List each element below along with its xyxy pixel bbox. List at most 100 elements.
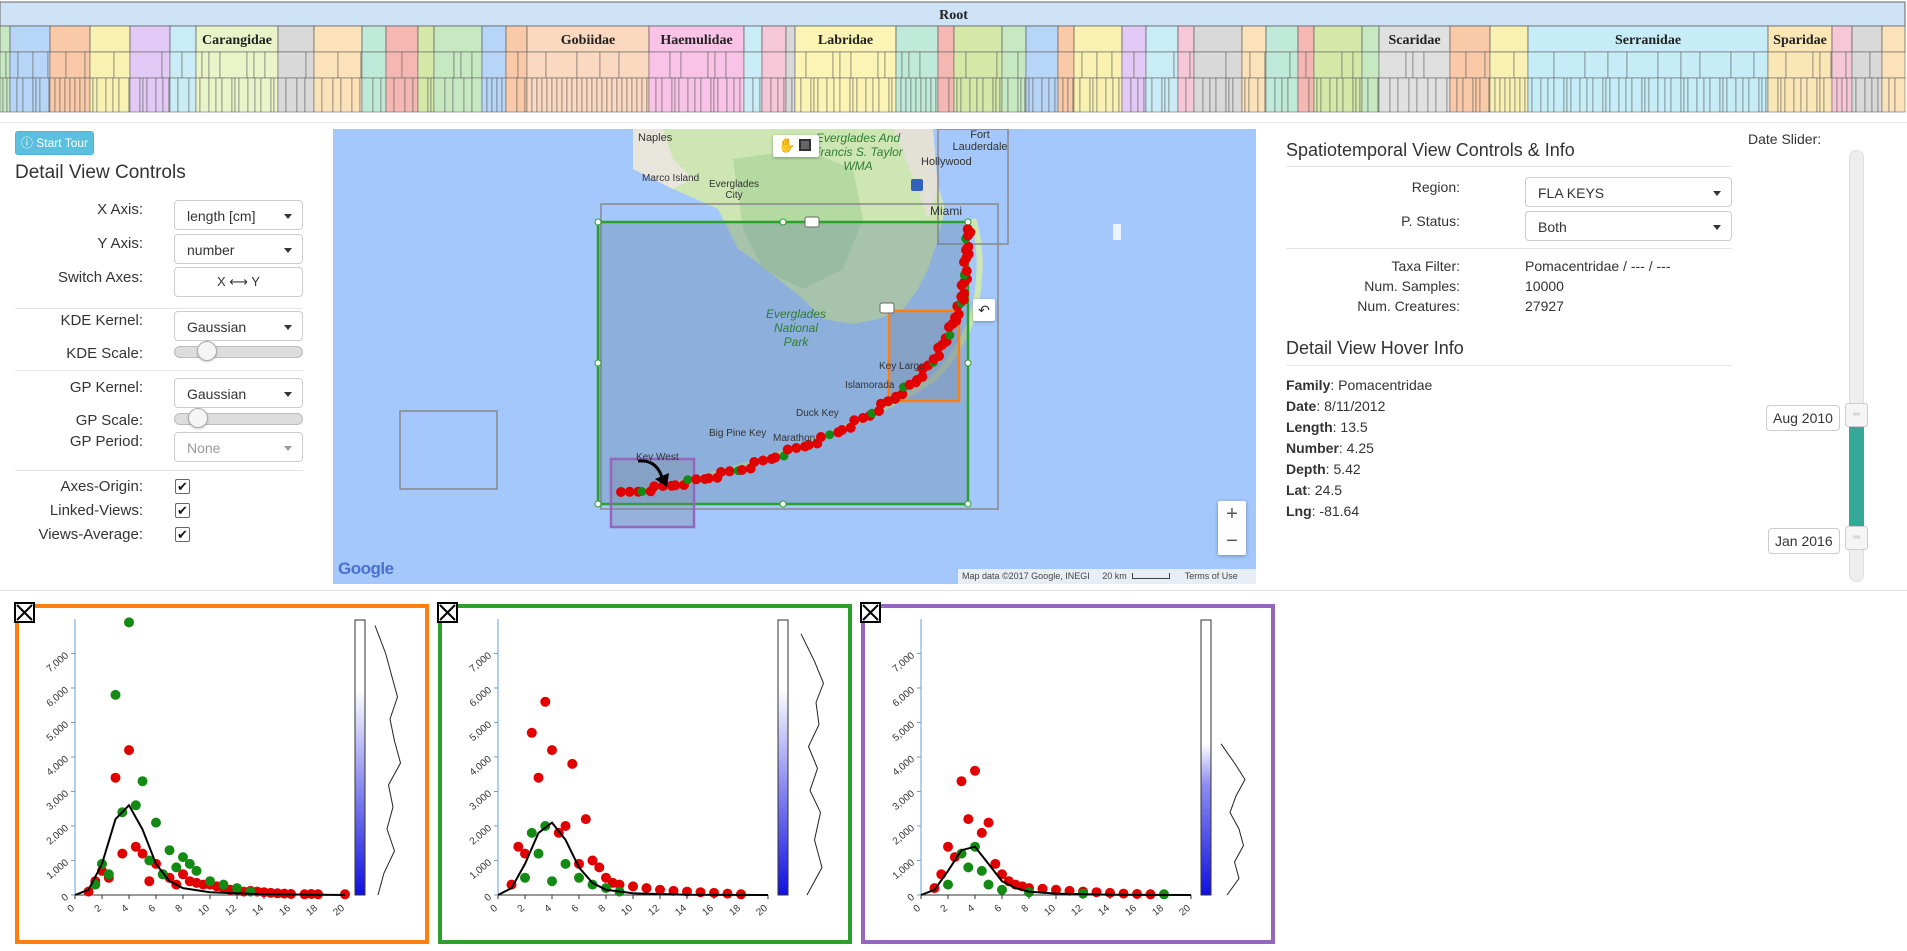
- icicle-species-node[interactable]: [1329, 77, 1338, 113]
- icicle-genus-node[interactable]: [1412, 51, 1425, 79]
- sample-dots[interactable]: [616, 224, 976, 497]
- icicle-family-node[interactable]: [433, 25, 483, 53]
- icicle-genus-node[interactable]: [1001, 51, 1019, 79]
- icicle-species-node[interactable]: [1519, 77, 1526, 113]
- icicle-species-node[interactable]: [277, 77, 287, 113]
- data-point[interactable]: [520, 872, 530, 883]
- icicle-species-node[interactable]: [1462, 77, 1474, 113]
- icicle-genus-node[interactable]: [1831, 51, 1847, 79]
- sample-dot[interactable]: [845, 422, 856, 433]
- icicle-species-node[interactable]: [1579, 77, 1588, 113]
- icicle-species-node[interactable]: [1025, 77, 1030, 113]
- icicle-species-node[interactable]: [616, 77, 623, 113]
- icicle-genus-node[interactable]: [264, 51, 279, 79]
- sample-dot[interactable]: [934, 351, 944, 361]
- data-point[interactable]: [1051, 884, 1061, 895]
- icicle-genus-node[interactable]: [707, 51, 716, 79]
- icicle-species-node[interactable]: [129, 77, 141, 113]
- sample-dot[interactable]: [624, 486, 635, 497]
- icicle-species-node[interactable]: [1456, 77, 1464, 113]
- icicle-genus-node[interactable]: [1449, 51, 1467, 79]
- icicle-species-node[interactable]: [960, 77, 971, 113]
- icicle-genus-node[interactable]: [1657, 51, 1682, 79]
- icicle-species-node[interactable]: [733, 77, 741, 113]
- icicle-species-node[interactable]: [380, 77, 387, 113]
- icicle-species-node[interactable]: [1499, 77, 1506, 113]
- icicle-species-node[interactable]: [948, 77, 955, 113]
- icicle-species-node[interactable]: [1048, 77, 1056, 113]
- icicle-species-node[interactable]: [1563, 77, 1568, 113]
- icicle-family-node[interactable]: [481, 25, 507, 53]
- kde-kernel-select[interactable]: Gaussian: [174, 311, 303, 341]
- icicle-family-node[interactable]: [937, 25, 955, 53]
- sample-dot[interactable]: [816, 432, 826, 442]
- icicle-genus-node[interactable]: [953, 51, 967, 79]
- icicle-genus-node[interactable]: [743, 51, 763, 79]
- icicle-species-node[interactable]: [486, 77, 493, 113]
- icicle-species-node[interactable]: [1509, 77, 1516, 113]
- icicle-species-node[interactable]: [1657, 77, 1666, 113]
- icicle-genus-node[interactable]: [714, 51, 727, 79]
- data-point[interactable]: [963, 862, 974, 873]
- scatter-chart[interactable]: 0 2 4 6 8 10 12 14 16 18 20 0 1,000 2,000 3,000 4,000 5,…: [865, 608, 1271, 940]
- icicle-species-node[interactable]: [142, 77, 148, 113]
- icicle-genus-node[interactable]: [1680, 51, 1701, 79]
- icicle-family-node[interactable]: [129, 25, 171, 53]
- icicle-species-node[interactable]: [105, 77, 114, 113]
- icicle-genus-node[interactable]: [877, 51, 886, 79]
- icicle-species-node[interactable]: [935, 77, 939, 113]
- icicle-genus-node[interactable]: [246, 51, 255, 79]
- map-canvas[interactable]: [333, 129, 1256, 584]
- icicle-species-node[interactable]: [351, 77, 361, 113]
- icicle-species-node[interactable]: [674, 77, 680, 113]
- icicle-genus-node[interactable]: [1378, 51, 1407, 79]
- icicle-species-node[interactable]: [910, 77, 917, 113]
- icicle-genus-node[interactable]: [725, 51, 745, 79]
- icicle-genus-node[interactable]: [1081, 51, 1098, 79]
- icicle-species-node[interactable]: [340, 77, 353, 113]
- icicle-species-node[interactable]: [992, 77, 997, 113]
- icicle-genus-node[interactable]: [1289, 51, 1299, 79]
- data-point[interactable]: [601, 872, 611, 883]
- icicle-species-node[interactable]: [177, 77, 190, 113]
- data-point[interactable]: [103, 869, 114, 880]
- icicle-species-node[interactable]: [139, 77, 144, 113]
- sample-dot[interactable]: [683, 475, 693, 485]
- data-point[interactable]: [533, 848, 544, 859]
- date-slider-handle-start[interactable]: ═: [1845, 403, 1868, 427]
- icicle-species-node[interactable]: [6, 77, 11, 113]
- pstatus-select[interactable]: Both: [1525, 211, 1732, 241]
- icicle-genus-node[interactable]: [901, 51, 910, 79]
- icicle-species-node[interactable]: [1001, 77, 1009, 113]
- icicle-species-node[interactable]: [215, 77, 223, 113]
- icicle-species-node[interactable]: [1758, 77, 1763, 113]
- icicle-species-node[interactable]: [96, 77, 107, 113]
- icicle-genus-node[interactable]: [32, 51, 49, 79]
- icicle-genus-node[interactable]: [669, 51, 682, 79]
- sample-dot[interactable]: [917, 371, 928, 382]
- icicle-genus-node[interactable]: [839, 51, 852, 79]
- icicle-species-node[interactable]: [546, 77, 553, 113]
- icicle-species-node[interactable]: [1105, 77, 1114, 113]
- icicle-genus-node[interactable]: [1812, 51, 1821, 79]
- icicle-species-node[interactable]: [1748, 77, 1760, 113]
- date-slider-handle-end[interactable]: ═: [1845, 526, 1868, 550]
- icicle-species-node[interactable]: [1028, 77, 1034, 113]
- icicle-species-node[interactable]: [231, 77, 236, 113]
- icicle-species-node[interactable]: [1041, 77, 1050, 113]
- icicle-species-node[interactable]: [1257, 77, 1266, 113]
- icicle-species-node[interactable]: [1007, 77, 1019, 113]
- icicle-family-node[interactable]: [0, 25, 11, 53]
- icicle-family-node[interactable]: [1851, 25, 1883, 53]
- data-point[interactable]: [990, 858, 1001, 869]
- icicle-genus-node[interactable]: [161, 51, 171, 79]
- gp-scale-handle[interactable]: [188, 408, 209, 428]
- icicle-species-node[interactable]: [1185, 77, 1195, 113]
- icicle-species-node[interactable]: [54, 77, 61, 113]
- icicle-species-node[interactable]: [561, 77, 568, 113]
- icicle-genus-node[interactable]: [1527, 51, 1555, 79]
- icicle-species-node[interactable]: [646, 77, 650, 113]
- icicle-species-node[interactable]: [1846, 77, 1853, 113]
- icicle-genus-node[interactable]: [1189, 51, 1195, 79]
- icicle-genus-node[interactable]: [850, 51, 879, 79]
